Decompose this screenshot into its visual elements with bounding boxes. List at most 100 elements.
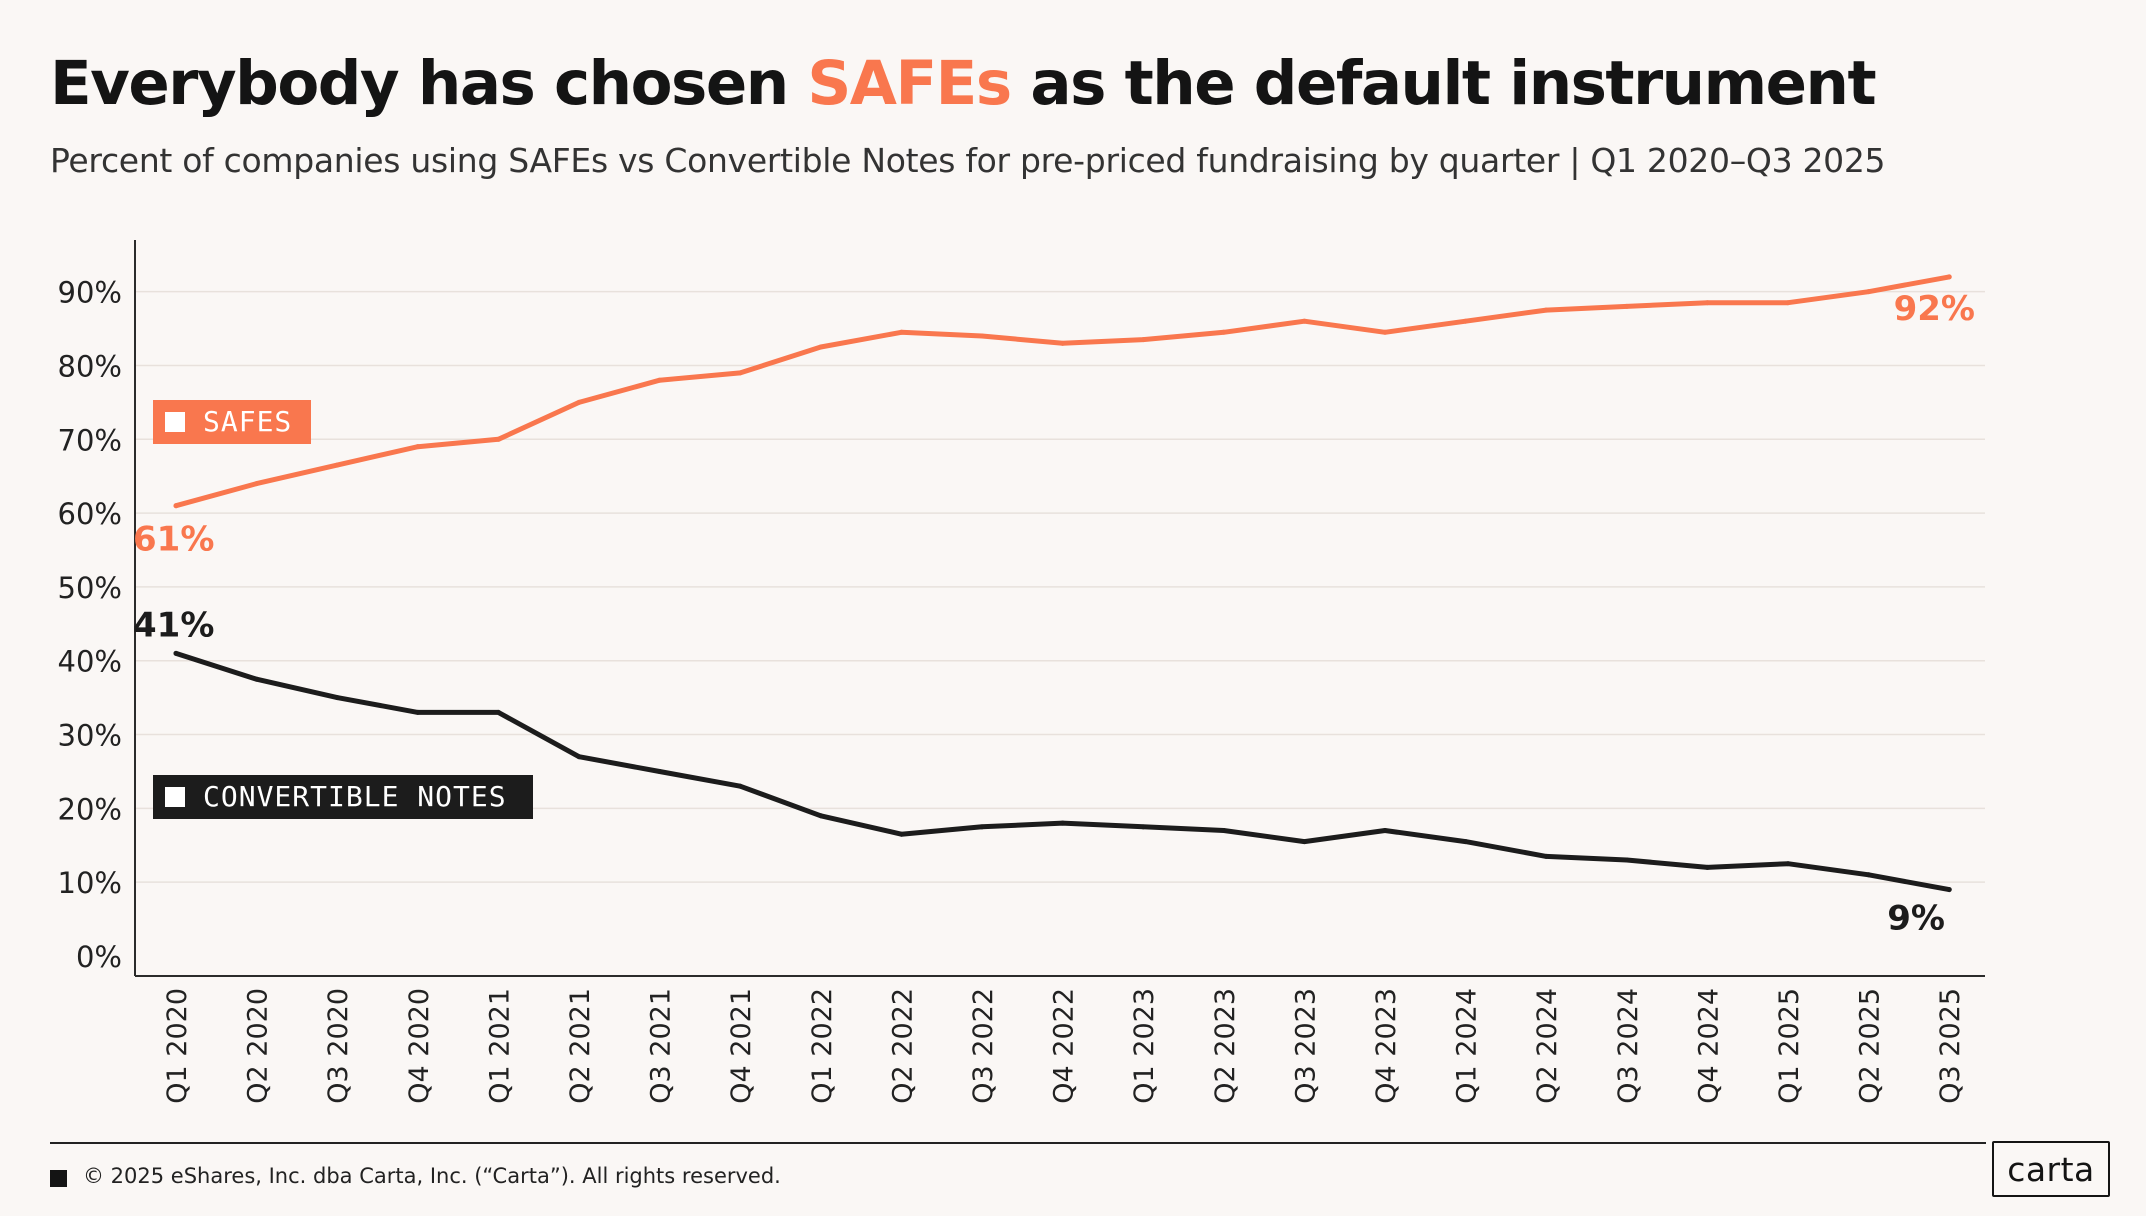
y-tick-label: 80% bbox=[58, 349, 122, 383]
notes-point bbox=[576, 754, 582, 760]
x-tick-label: Q1 2024 bbox=[1452, 988, 1483, 1104]
notes-point bbox=[1221, 828, 1227, 834]
safes-point bbox=[576, 399, 582, 405]
x-tick-label: Q3 2020 bbox=[323, 988, 354, 1104]
safes-point bbox=[898, 329, 904, 335]
x-tick-label: Q2 2021 bbox=[565, 988, 596, 1104]
x-tick-label: Q2 2020 bbox=[243, 988, 274, 1104]
safes-line bbox=[173, 274, 1952, 509]
safes-point bbox=[334, 462, 340, 468]
x-tick-label: Q4 2024 bbox=[1693, 988, 1724, 1104]
convertible-notes-line bbox=[173, 650, 1952, 893]
chart-title: Everybody has chosen SAFEs as the defaul… bbox=[50, 48, 1877, 119]
safes-point bbox=[737, 370, 743, 376]
notes-point bbox=[254, 676, 260, 682]
notes-point bbox=[818, 813, 824, 819]
y-tick-label: 60% bbox=[58, 497, 122, 531]
safes-point bbox=[1704, 300, 1710, 306]
safes-point bbox=[1382, 329, 1388, 335]
y-tick-label: 20% bbox=[58, 792, 122, 826]
safes-point bbox=[979, 333, 985, 339]
title-prefix: Everybody has chosen bbox=[50, 48, 808, 119]
x-tick-label: Q3 2025 bbox=[1935, 988, 1966, 1104]
safes-point bbox=[1946, 274, 1952, 280]
y-tick-label: 50% bbox=[58, 571, 122, 605]
x-tick-label: Q4 2020 bbox=[404, 988, 435, 1104]
notes-point bbox=[1543, 853, 1549, 859]
x-tick-label: Q2 2023 bbox=[1210, 988, 1241, 1104]
x-tick-label: Q4 2023 bbox=[1371, 988, 1402, 1104]
x-tick-label: Q1 2020 bbox=[162, 988, 193, 1104]
safes-point bbox=[1785, 300, 1791, 306]
notes-legend-badge bbox=[153, 775, 533, 819]
safes-point bbox=[415, 444, 421, 450]
safes-point bbox=[1463, 318, 1469, 324]
carta-logo: carta bbox=[1992, 1141, 2110, 1197]
x-tick-label: Q2 2022 bbox=[887, 988, 918, 1104]
notes-point bbox=[1140, 824, 1146, 830]
x-tick-label: Q4 2021 bbox=[726, 988, 757, 1104]
notes-point bbox=[1463, 839, 1469, 845]
y-tick-label: 40% bbox=[58, 645, 122, 679]
notes-legend-badge-label: CONVERTIBLE NOTES bbox=[203, 780, 507, 813]
notes-legend-square-icon bbox=[165, 787, 185, 807]
notes-point bbox=[1704, 864, 1710, 870]
safes-point bbox=[495, 436, 501, 442]
notes-point bbox=[1785, 861, 1791, 867]
title-highlight: SAFEs bbox=[807, 48, 1012, 119]
x-tick-label: Q4 2022 bbox=[1049, 988, 1080, 1104]
y-tick-label: 90% bbox=[58, 276, 122, 310]
notes-point bbox=[415, 709, 421, 715]
safes-point bbox=[1140, 337, 1146, 343]
y-tick-label: 30% bbox=[58, 719, 122, 753]
x-tick-label: Q3 2022 bbox=[968, 988, 999, 1104]
notes-point bbox=[1060, 820, 1066, 826]
safes-legend-square-icon bbox=[165, 412, 185, 432]
safes-point bbox=[1543, 307, 1549, 313]
x-tick-label: Q2 2024 bbox=[1532, 988, 1563, 1104]
safes-point bbox=[1060, 340, 1066, 346]
notes-point bbox=[1301, 839, 1307, 845]
x-tick-label: Q3 2021 bbox=[646, 988, 677, 1104]
footer-divider bbox=[50, 1142, 1986, 1144]
notes-point bbox=[495, 709, 501, 715]
notes-end-label: 9% bbox=[1887, 899, 1945, 939]
notes-point bbox=[1866, 872, 1872, 878]
safes-point bbox=[1624, 303, 1630, 309]
y-tick-label: 10% bbox=[58, 866, 122, 900]
safes-legend-badge-label: SAFES bbox=[203, 405, 292, 438]
notes-point bbox=[1624, 857, 1630, 863]
x-tick-label: Q3 2024 bbox=[1613, 988, 1644, 1104]
safes-end-label: 92% bbox=[1894, 289, 1975, 329]
x-tick-label: Q1 2023 bbox=[1129, 988, 1160, 1104]
title-suffix: as the default instrument bbox=[1010, 48, 1876, 119]
y-tick-label: 70% bbox=[58, 423, 122, 457]
notes-point bbox=[173, 650, 179, 656]
x-tick-label: Q1 2022 bbox=[807, 988, 838, 1104]
notes-point bbox=[898, 831, 904, 837]
x-tick-label: Q1 2025 bbox=[1774, 988, 1805, 1104]
safes-point bbox=[1866, 289, 1872, 295]
safes-point bbox=[173, 503, 179, 509]
y-tick-label: 0% bbox=[76, 940, 122, 974]
safes-point bbox=[657, 377, 663, 383]
safes-point bbox=[254, 481, 260, 487]
notes-point bbox=[1382, 828, 1388, 834]
notes-point bbox=[657, 768, 663, 774]
x-tick-label: Q2 2025 bbox=[1855, 988, 1886, 1104]
copyright-text: © 2025 eShares, Inc. dba Carta, Inc. (“C… bbox=[83, 1164, 781, 1188]
x-tick-label: Q1 2021 bbox=[484, 988, 515, 1104]
chart-subtitle: Percent of companies using SAFEs vs Conv… bbox=[50, 141, 1886, 180]
safes-start-label: 61% bbox=[133, 520, 214, 560]
notes-start-label: 41% bbox=[133, 605, 214, 645]
notes-point bbox=[737, 783, 743, 789]
notes-point bbox=[1946, 887, 1952, 893]
safes-point bbox=[818, 344, 824, 350]
x-tick-label: Q3 2023 bbox=[1290, 988, 1321, 1104]
safes-point bbox=[1301, 318, 1307, 324]
footer-square-icon bbox=[50, 1170, 67, 1187]
notes-point bbox=[334, 695, 340, 701]
safes-point bbox=[1221, 329, 1227, 335]
notes-point bbox=[979, 824, 985, 830]
